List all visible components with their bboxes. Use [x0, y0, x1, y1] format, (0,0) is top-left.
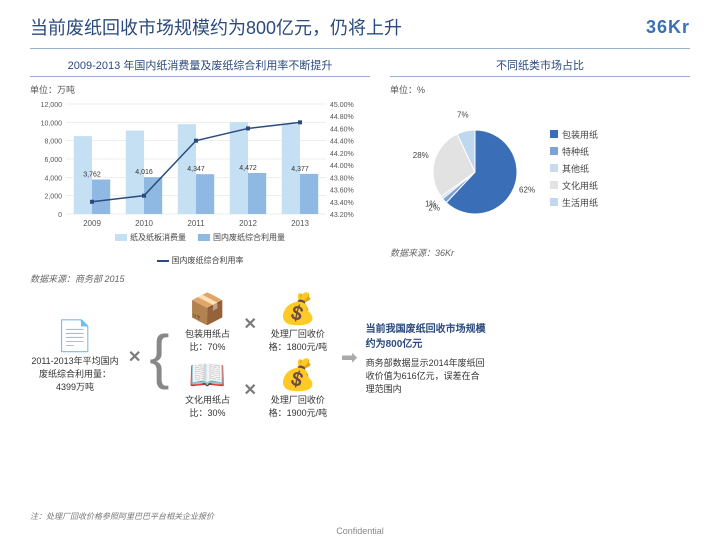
svg-text:10,000: 10,000 — [41, 120, 63, 127]
svg-text:0: 0 — [58, 212, 62, 219]
svg-text:12,000: 12,000 — [41, 102, 63, 109]
pie-source: 数据来源：36Kr — [390, 246, 690, 259]
bracket-icon: { — [149, 342, 169, 372]
combo-unit: 单位：万吨 — [30, 83, 370, 96]
conclusion-note: 商务部数据显示2014年废纸回收价值为616亿元，误差在合理范围内 — [366, 356, 486, 395]
svg-text:4,000: 4,000 — [44, 175, 62, 182]
svg-text:1%: 1% — [425, 199, 437, 208]
svg-text:44.40%: 44.40% — [330, 139, 354, 146]
multiply-icon: ✕ — [243, 380, 256, 400]
svg-text:43.80%: 43.80% — [330, 175, 354, 182]
svg-text:44.80%: 44.80% — [330, 114, 354, 121]
svg-text:7%: 7% — [457, 110, 469, 119]
svg-text:8,000: 8,000 — [44, 139, 62, 146]
book-text: 文化用纸占比：30% — [177, 393, 237, 419]
svg-text:6,000: 6,000 — [44, 157, 62, 164]
conclusion-text: 当前我国废纸回收市场规模约为800亿元 — [366, 320, 486, 350]
svg-text:2,000: 2,000 — [44, 194, 62, 201]
svg-text:2009: 2009 — [83, 219, 101, 228]
book-icon: 📖 — [177, 361, 237, 391]
svg-text:2012: 2012 — [239, 219, 257, 228]
avg-text: 2011-2013年平均国内废纸综合利用量：4399万吨 — [30, 354, 120, 393]
combo-source: 数据来源：商务部 2015 — [30, 272, 370, 285]
combo-chart-title: 2009-2013 年国内纸消费量及废纸综合利用率不断提升 — [30, 57, 370, 77]
pie-chart: 62%2%1%28%7% — [390, 100, 550, 240]
svg-text:43.60%: 43.60% — [330, 188, 354, 195]
flow-diagram: 📄 2011-2013年平均国内废纸综合利用量：4399万吨 ✕ { 📦 包装用… — [0, 285, 720, 419]
document-icon: 📄 — [30, 322, 120, 352]
header-divider — [30, 48, 690, 49]
svg-text:28%: 28% — [413, 151, 429, 160]
svg-text:62%: 62% — [519, 186, 535, 195]
svg-text:2011: 2011 — [187, 219, 205, 228]
svg-text:45.00%: 45.00% — [330, 102, 354, 109]
svg-text:43.20%: 43.20% — [330, 212, 354, 219]
svg-text:4,377: 4,377 — [291, 166, 309, 173]
multiply-icon: ✕ — [243, 314, 256, 334]
svg-text:43.40%: 43.40% — [330, 200, 354, 207]
svg-text:44.20%: 44.20% — [330, 151, 354, 158]
price1-text: 处理厂回收价格：1800元/吨 — [263, 327, 333, 353]
pie-unit: 单位：% — [390, 83, 690, 96]
svg-text:2010: 2010 — [135, 219, 153, 228]
svg-text:44.60%: 44.60% — [330, 126, 354, 133]
logo-36kr: 36Kr — [646, 17, 690, 38]
box-icon: 📦 — [177, 295, 237, 325]
svg-text:2013: 2013 — [291, 219, 309, 228]
svg-text:4,472: 4,472 — [239, 165, 257, 172]
pie-legend: 包装用纸特种纸其他纸文化用纸生活用纸 — [550, 128, 598, 213]
combo-legend: 纸及纸板消费量国内废纸综合利用量国内废纸综合利用率 — [30, 232, 370, 266]
svg-text:4,347: 4,347 — [187, 166, 205, 173]
money-icon: 💰 — [263, 295, 333, 325]
arrow-icon: ➡ — [341, 345, 358, 370]
price2-text: 处理厂回收价格：1900元/吨 — [263, 393, 333, 419]
confidential-label: Confidential — [336, 526, 384, 536]
svg-text:4,016: 4,016 — [135, 169, 153, 176]
pie-chart-title: 不同纸类市场占比 — [390, 57, 690, 77]
page-title: 当前废纸回收市场规模约为800亿元，仍将上升 — [30, 14, 402, 40]
footnote: 注：处理厂回收价格参照阿里巴巴平台相关企业报价 — [30, 511, 214, 522]
money-icon: 💰 — [263, 361, 333, 391]
pack-text: 包装用纸占比：70% — [177, 327, 237, 353]
multiply-icon: ✕ — [128, 347, 141, 367]
svg-text:3,762: 3,762 — [83, 172, 101, 179]
combo-chart: 0 2,000 4,000 6,000 8,000 10,000 12,000 45.00% 4… — [30, 100, 370, 230]
svg-text:44.00%: 44.00% — [330, 163, 354, 170]
